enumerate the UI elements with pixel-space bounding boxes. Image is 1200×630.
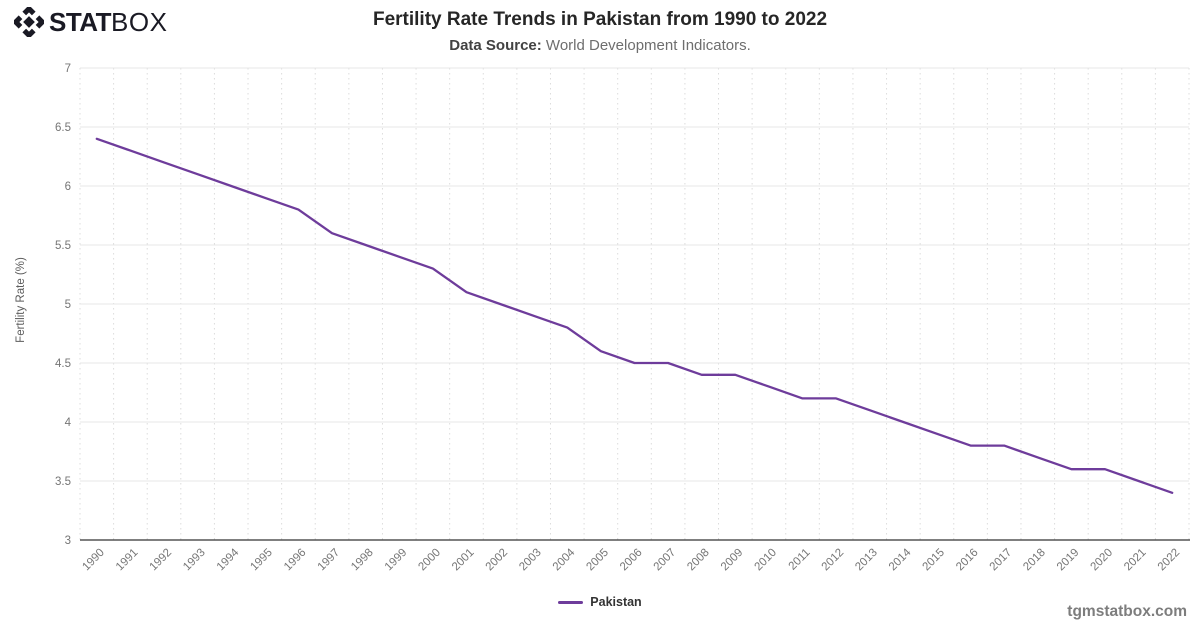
- svg-text:2002: 2002: [484, 547, 511, 574]
- series-lines: [95, 137, 1174, 494]
- svg-text:6: 6: [65, 181, 71, 193]
- chart-legend[interactable]: Pakistan: [0, 595, 1200, 609]
- horizontal-gridlines: [80, 67, 1189, 482]
- svg-text:2001: 2001: [450, 547, 477, 574]
- svg-text:2006: 2006: [618, 547, 645, 574]
- data-source-text: World Development Indicators.: [541, 37, 751, 54]
- svg-text:6.5: 6.5: [55, 122, 71, 134]
- svg-text:3.5: 3.5: [55, 476, 71, 488]
- svg-text:7: 7: [65, 63, 71, 75]
- site-watermark: tgmstatbox.com: [1067, 603, 1187, 620]
- svg-text:1997: 1997: [316, 547, 343, 574]
- svg-text:1991: 1991: [114, 547, 141, 574]
- svg-text:2009: 2009: [719, 547, 746, 574]
- svg-text:1993: 1993: [181, 547, 208, 574]
- svg-text:2007: 2007: [652, 547, 679, 574]
- chart-subtitle: Data Source: World Development Indicator…: [0, 37, 1200, 54]
- svg-text:2008: 2008: [685, 547, 712, 574]
- svg-text:4.5: 4.5: [55, 358, 71, 370]
- logo-text-box: BOX: [111, 7, 168, 37]
- svg-text:2004: 2004: [551, 546, 578, 573]
- svg-text:2014: 2014: [887, 546, 914, 573]
- svg-text:2020: 2020: [1089, 547, 1116, 574]
- svg-text:1994: 1994: [215, 546, 242, 573]
- svg-text:2003: 2003: [517, 547, 544, 574]
- svg-text:2019: 2019: [1055, 547, 1082, 574]
- svg-text:2018: 2018: [1021, 547, 1048, 574]
- y-axis-title: Fertility Rate (%): [15, 257, 27, 343]
- legend-label-pakistan: Pakistan: [590, 595, 642, 609]
- svg-text:1995: 1995: [248, 547, 275, 574]
- svg-text:2021: 2021: [1122, 547, 1149, 574]
- svg-text:1992: 1992: [148, 547, 175, 574]
- svg-text:3: 3: [65, 535, 71, 547]
- svg-text:2010: 2010: [752, 547, 779, 574]
- svg-text:1996: 1996: [282, 547, 309, 574]
- logo-text-stat: STAT: [49, 7, 112, 37]
- x-axis-tick-labels: 1990 1991 1992 1993 1994 1995 1996 1997 1998 1999…: [80, 546, 1182, 573]
- svg-text:2011: 2011: [787, 547, 813, 573]
- svg-text:5: 5: [65, 299, 71, 311]
- chart-title: Fertility Rate Trends in Pakistan from 1…: [372, 9, 828, 30]
- svg-text:2000: 2000: [416, 547, 443, 574]
- svg-text:1999: 1999: [383, 547, 410, 574]
- svg-text:2015: 2015: [920, 547, 947, 574]
- svg-text:2016: 2016: [954, 547, 981, 574]
- data-source-label: Data Source:: [449, 37, 542, 54]
- svg-text:2022: 2022: [1156, 547, 1183, 574]
- svg-text:1998: 1998: [349, 547, 376, 574]
- y-axis-tick-labels: 7 6.5 6 5.5 5 4.5 4 3.5 3: [55, 63, 72, 547]
- svg-text:2012: 2012: [820, 547, 847, 574]
- statbox-diamond-icon: [14, 7, 44, 37]
- svg-text:4: 4: [65, 417, 72, 429]
- pakistan-series-line: [95, 137, 1174, 494]
- statbox-logo: STATBOX: [14, 7, 167, 37]
- legend-line-swatch: [558, 600, 584, 604]
- svg-text:1990: 1990: [80, 547, 107, 574]
- svg-text:2017: 2017: [988, 547, 1015, 574]
- statbox-logo-text: STATBOX: [49, 7, 167, 37]
- svg-text:2013: 2013: [853, 547, 880, 574]
- svg-text:5.5: 5.5: [55, 240, 71, 252]
- svg-text:2005: 2005: [584, 547, 611, 574]
